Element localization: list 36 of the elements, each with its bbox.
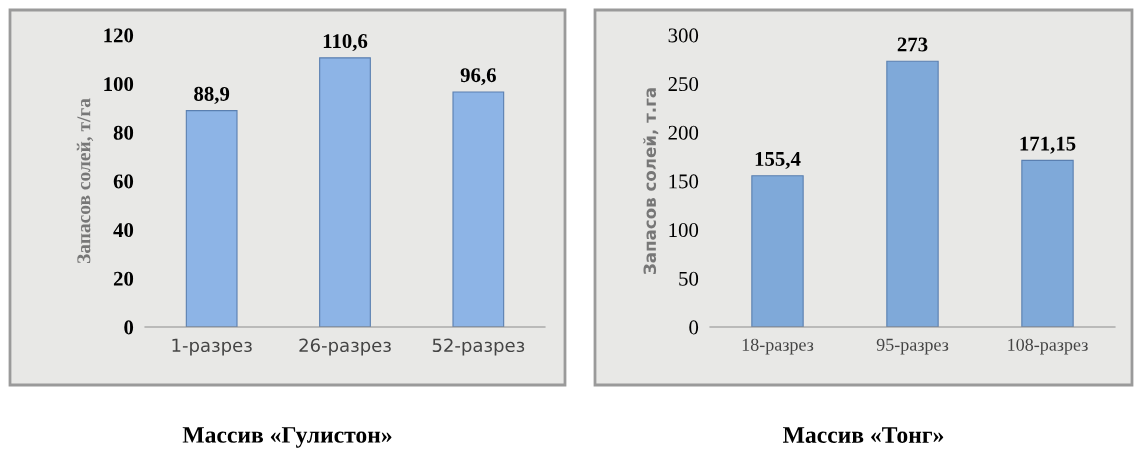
bar <box>319 57 371 327</box>
y-tick-label: 150 <box>669 174 699 189</box>
y-tick-label: 80 <box>113 125 134 140</box>
bar <box>886 60 939 327</box>
y-tick-label: 0 <box>689 320 699 335</box>
y-tick-label: 200 <box>668 125 699 140</box>
x-tick-label: 95-разрез <box>876 338 949 355</box>
bar <box>751 175 804 327</box>
y-tick-label: 250 <box>668 77 699 92</box>
data-label: 96,6 <box>460 68 496 86</box>
y-tick-label: 60 <box>113 174 134 189</box>
data-label: 155,4 <box>755 152 801 169</box>
bar <box>452 91 505 327</box>
y-tick-label: 50 <box>679 271 699 286</box>
text: Массив «Тонг» <box>783 427 944 443</box>
x-tick-label: 18-разрез <box>742 338 814 355</box>
y-tick-label: 40 <box>113 223 134 238</box>
y-tick-label: 120 <box>104 28 134 43</box>
y-tick-label: 20 <box>113 271 134 286</box>
x-tick-label: 26-разрез <box>299 338 391 356</box>
data-label: 171,15 <box>1020 136 1076 154</box>
text: Массив «Гулистон» <box>182 427 392 448</box>
x-tick-label: 52-разрез <box>432 338 525 356</box>
data-label: 273 <box>897 37 928 52</box>
bar <box>1021 159 1074 327</box>
data-label: 110,6 <box>323 34 368 52</box>
y-axis-title: Запасов солей, т/га <box>76 98 94 264</box>
x-tick-label: 1-разрез <box>172 338 252 356</box>
y-axis-title: Запасов солей, т.га <box>643 88 659 274</box>
y-tick-label: 100 <box>669 223 699 238</box>
y-tick-label: 300 <box>668 28 699 43</box>
data-label: 88,9 <box>194 86 230 104</box>
bar <box>185 110 238 327</box>
x-tick-label: 108-разрез <box>1008 338 1088 355</box>
y-tick-label: 100 <box>104 77 134 92</box>
y-tick-label: 0 <box>124 320 134 335</box>
